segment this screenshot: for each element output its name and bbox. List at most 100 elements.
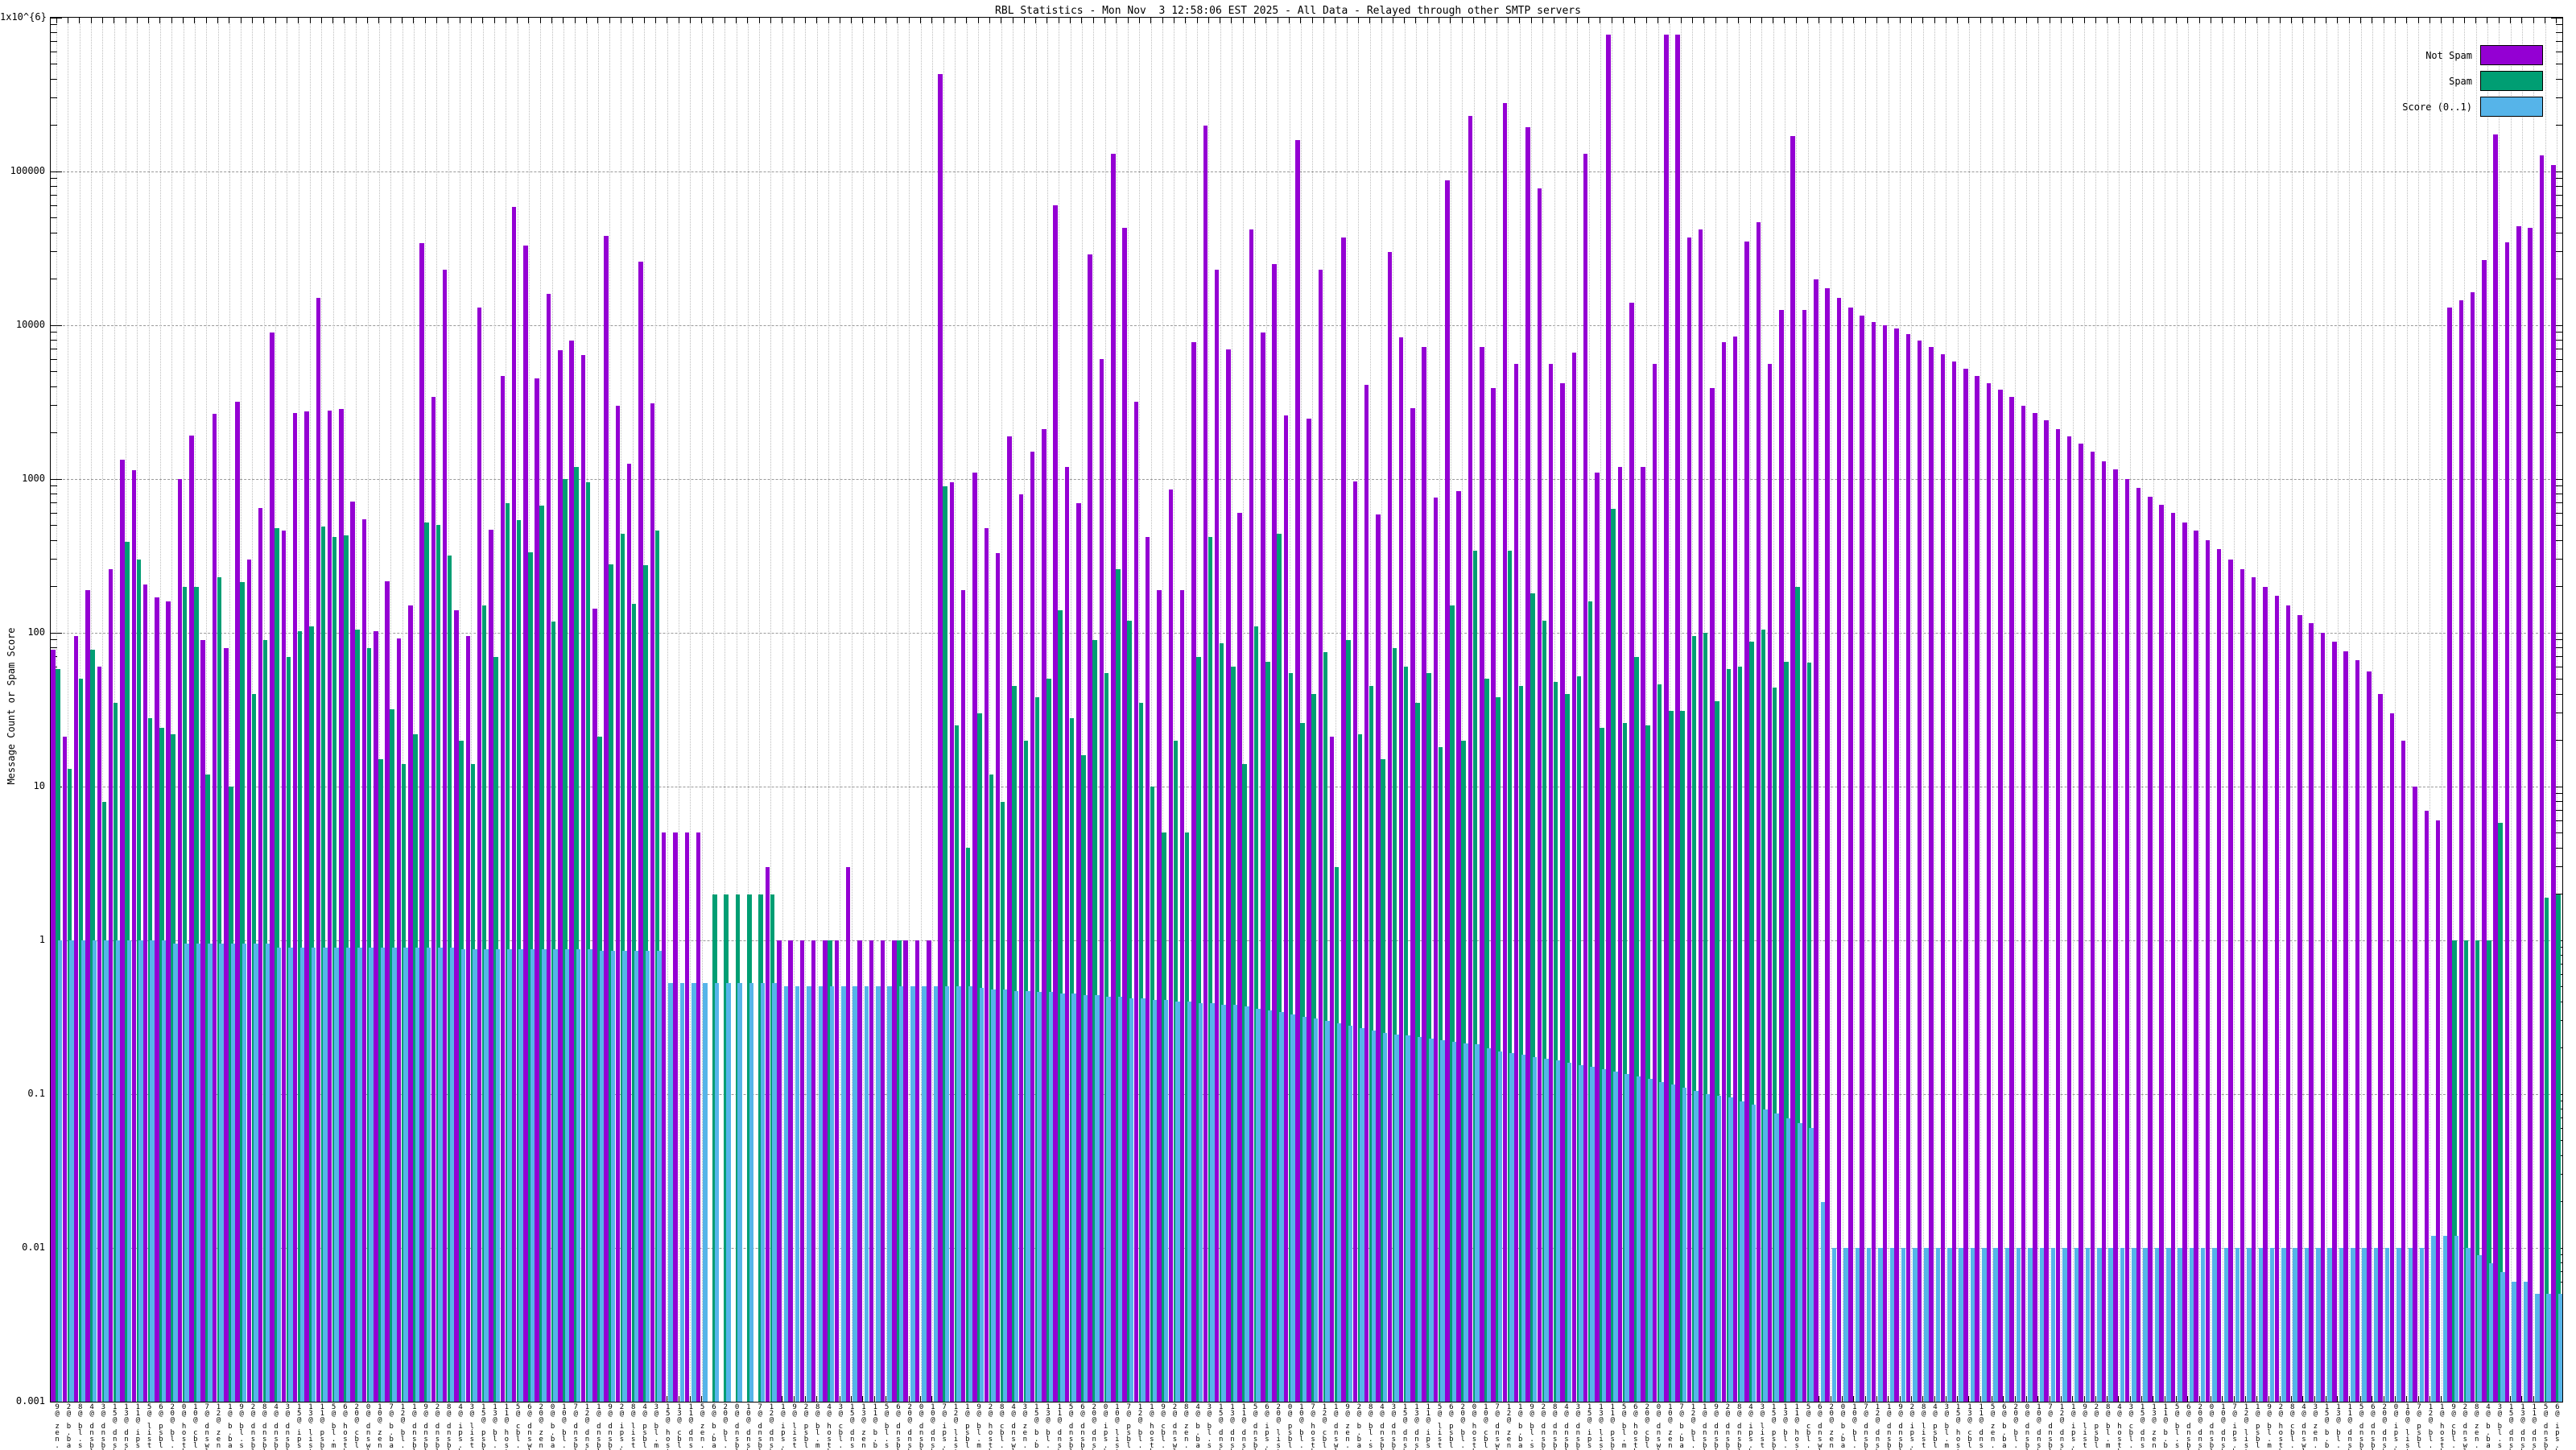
x-axis-label: 15@ psbl.surriel.com 1 hop — [1768, 1403, 1777, 1450]
x-tick-bottom — [2244, 1396, 2246, 1402]
bar — [1352, 481, 1358, 1402]
y-minor-tick — [51, 539, 57, 541]
bar — [546, 294, 551, 1402]
x-tick-top — [2095, 18, 2096, 23]
cluster-gridline — [828, 18, 830, 1402]
x-axis-label: 6@ dnswl.inps.de 1 hop — [523, 1403, 533, 1450]
bar — [1553, 681, 1558, 1402]
x-axis-label: 7@ psbl.surriel.com 2 hops — [2413, 1403, 2422, 1450]
x-tick-top — [251, 18, 253, 23]
y-minor-tick — [51, 125, 57, 126]
bar — [1521, 1055, 1526, 1402]
cluster-gridline — [1381, 18, 1383, 1402]
bar — [2223, 1248, 2229, 1402]
bar — [1060, 994, 1065, 1402]
x-axis-label: 1@ dnsbl-2.uceprotect.net 1 hop — [592, 1403, 602, 1450]
x-axis-label: 7@ dnsbl.sorbs.net 4 hops — [569, 1403, 579, 1450]
bar — [1129, 998, 1134, 1402]
x-tick-bottom — [2360, 1396, 2362, 1402]
bar — [1740, 1101, 1744, 1402]
bar — [2101, 461, 2107, 1402]
bar — [1410, 407, 1415, 1402]
bar — [449, 947, 455, 1402]
bar — [1686, 238, 1692, 1402]
bar — [1836, 298, 1842, 1402]
x-tick-bottom — [2406, 1396, 2408, 1402]
bar — [1905, 333, 1911, 1402]
x-axis-label: 0@ dnsbl-2.uceprotect.net 2 hops — [2205, 1403, 2215, 1450]
y-minor-tick — [51, 405, 57, 407]
x-axis-label: 7@ psbl.surriel.com 4 hops — [1122, 1403, 1132, 1450]
x-tick-top — [1081, 18, 1083, 23]
x-tick-top — [1070, 18, 1071, 23]
bar — [1117, 997, 1123, 1402]
bar — [1346, 639, 1351, 1402]
bar — [1111, 153, 1116, 1402]
x-axis-label: 12@ list.dnswl.org 1 hop — [949, 1403, 959, 1450]
bar — [1560, 382, 1565, 1402]
x-tick-top — [1519, 18, 1521, 23]
bar — [1648, 1079, 1653, 1402]
x-tick-top — [1761, 18, 1762, 23]
bar — [2544, 897, 2549, 1402]
cluster-gridline — [1358, 18, 1360, 1402]
x-axis-label: 10@ dnsbl-1.uceprotect.net 1 hop — [742, 1403, 752, 1450]
x-tick-top — [873, 18, 875, 23]
bar — [2200, 1248, 2206, 1402]
bar — [1744, 242, 1749, 1402]
bar — [500, 375, 506, 1402]
bar — [657, 951, 662, 1402]
cluster-gridline — [2475, 18, 2477, 1402]
bar — [2166, 1248, 2171, 1402]
x-tick-bottom — [701, 1396, 703, 1402]
bar — [1579, 1064, 1583, 1402]
y-minor-tick — [51, 186, 57, 187]
cluster-gridline — [2118, 18, 2120, 1402]
y-minor-tick — [51, 485, 57, 487]
x-tick-top — [1185, 18, 1187, 23]
x-tick-bottom — [2337, 1396, 2339, 1402]
bar — [1518, 686, 1524, 1402]
x-axis-label: 4@ dnsbl-2.uceprotect.net 2 hops — [270, 1403, 279, 1450]
x-axis-label: 6@ ips.backscatterer.org 4 hops — [1261, 1403, 1270, 1450]
bar — [2009, 397, 2014, 1402]
x-tick-top — [1657, 18, 1658, 23]
bar — [189, 435, 194, 1402]
y-minor-tick — [51, 559, 57, 560]
x-tick-top — [413, 18, 415, 23]
bar — [1694, 1090, 1699, 1402]
bar — [2079, 443, 2083, 1402]
bar — [1451, 1041, 1457, 1402]
bar — [845, 866, 851, 1402]
bar — [323, 947, 328, 1402]
bar — [1613, 1072, 1618, 1402]
x-axis-label: 11@ ips.backscatterer.org 2 hops — [131, 1403, 141, 1450]
bar — [1848, 308, 1853, 1402]
y-minor-tick — [2556, 340, 2562, 341]
bar — [357, 947, 362, 1402]
x-tick-bottom — [804, 1396, 806, 1402]
bar — [1472, 550, 1478, 1402]
x-tick-top — [2141, 18, 2143, 23]
bar — [580, 355, 586, 1402]
bar — [553, 948, 558, 1402]
x-tick-top — [2510, 18, 2512, 23]
x-axis-label: 8@ bl.spamcop.net 3 hops — [74, 1403, 84, 1450]
x-axis-label: 11@ b.barracudacentral.org 1 hop — [869, 1403, 878, 1450]
bar — [542, 948, 547, 1402]
bar — [2178, 1248, 2182, 1402]
x-tick-bottom — [2095, 1396, 2096, 1402]
x-axis-label: 20@ list.dnswl.org 5 hops — [1272, 1403, 1282, 1450]
x-axis-label: 15@ b.barracudacentral.org 1 hop — [2321, 1403, 2330, 1450]
x-tick-top — [298, 18, 299, 23]
bar — [1802, 310, 1807, 1402]
x-tick-top — [148, 18, 150, 23]
x-axis-label: 6@ dnsbl-2.uceprotect.net 4 hops — [2367, 1403, 2376, 1450]
bar — [2194, 531, 2198, 1402]
cluster-gridline — [1681, 18, 1682, 1402]
bar — [155, 597, 159, 1402]
x-axis-label: 15@ hostkarma.junkemailfilter.com 4 hops — [1952, 1403, 1962, 1450]
bar — [927, 940, 931, 1402]
x-tick-bottom — [1864, 1396, 1866, 1402]
bar — [1975, 375, 1979, 1402]
